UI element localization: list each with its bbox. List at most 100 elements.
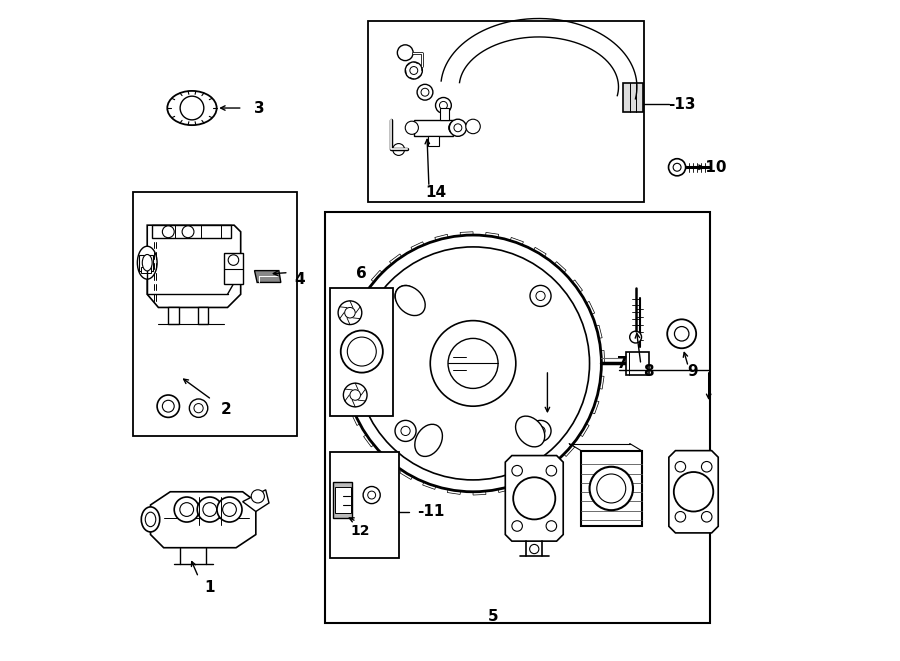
Bar	[140, 266, 150, 273]
Polygon shape	[400, 463, 417, 479]
Ellipse shape	[145, 512, 156, 527]
Bar	[139, 254, 153, 271]
Bar	[330, 288, 392, 416]
Circle shape	[530, 420, 551, 442]
Polygon shape	[150, 492, 256, 548]
Bar	[334, 482, 352, 518]
Bar	[440, 108, 449, 120]
Bar	[414, 120, 454, 136]
Circle shape	[341, 330, 382, 373]
Polygon shape	[485, 233, 499, 245]
Text: 3: 3	[254, 100, 265, 116]
Polygon shape	[148, 225, 240, 307]
Ellipse shape	[395, 286, 425, 315]
Bar	[198, 307, 209, 324]
Circle shape	[410, 67, 418, 75]
Circle shape	[202, 502, 217, 516]
Circle shape	[529, 545, 539, 554]
Circle shape	[400, 426, 410, 436]
Text: 14: 14	[425, 185, 446, 200]
Text: 6: 6	[356, 266, 367, 281]
Circle shape	[229, 254, 238, 265]
Polygon shape	[558, 440, 575, 457]
Circle shape	[546, 521, 556, 531]
Bar	[330, 452, 400, 558]
Circle shape	[405, 121, 418, 134]
Circle shape	[338, 301, 362, 325]
Polygon shape	[460, 232, 473, 243]
Polygon shape	[508, 237, 524, 252]
Ellipse shape	[142, 254, 152, 271]
Polygon shape	[580, 301, 595, 317]
Circle shape	[436, 97, 451, 113]
Circle shape	[175, 497, 199, 522]
Polygon shape	[505, 455, 563, 541]
Text: 5: 5	[488, 609, 498, 625]
Text: 9: 9	[687, 364, 698, 379]
Circle shape	[180, 96, 203, 120]
Circle shape	[675, 512, 686, 522]
Circle shape	[395, 286, 416, 307]
Polygon shape	[669, 451, 718, 533]
Polygon shape	[344, 387, 358, 402]
Bar	[325, 212, 710, 623]
Text: -13: -13	[669, 97, 696, 112]
Circle shape	[674, 472, 714, 512]
Text: 2: 2	[220, 402, 231, 417]
Text: 8: 8	[644, 364, 654, 379]
Circle shape	[222, 502, 237, 516]
Circle shape	[522, 424, 538, 440]
Polygon shape	[519, 470, 536, 485]
Polygon shape	[255, 270, 281, 282]
Circle shape	[395, 420, 416, 442]
Polygon shape	[351, 410, 367, 426]
Polygon shape	[589, 325, 602, 340]
Ellipse shape	[141, 507, 159, 532]
Circle shape	[217, 497, 242, 522]
Circle shape	[630, 331, 642, 343]
Ellipse shape	[167, 91, 217, 125]
Circle shape	[345, 235, 601, 492]
Circle shape	[449, 119, 466, 136]
Circle shape	[590, 467, 633, 510]
Polygon shape	[423, 475, 438, 489]
Circle shape	[182, 226, 194, 238]
Text: -11: -11	[418, 504, 445, 519]
Polygon shape	[342, 338, 355, 352]
Circle shape	[368, 491, 375, 499]
Polygon shape	[573, 420, 590, 436]
Text: -10: -10	[699, 160, 727, 175]
Circle shape	[197, 497, 222, 522]
Circle shape	[344, 383, 367, 407]
Circle shape	[530, 286, 551, 307]
Circle shape	[189, 399, 208, 417]
Text: 12: 12	[350, 524, 370, 538]
Polygon shape	[341, 364, 353, 376]
Polygon shape	[566, 280, 582, 297]
Bar	[581, 451, 642, 526]
Circle shape	[251, 490, 265, 503]
Polygon shape	[593, 350, 605, 364]
Polygon shape	[380, 449, 397, 465]
Polygon shape	[435, 234, 449, 248]
Circle shape	[356, 247, 590, 480]
Text: 1: 1	[204, 580, 215, 595]
Circle shape	[701, 461, 712, 472]
Bar	[428, 136, 439, 146]
Polygon shape	[540, 457, 556, 473]
Polygon shape	[347, 313, 362, 329]
Circle shape	[430, 321, 516, 407]
Circle shape	[347, 337, 376, 366]
Circle shape	[512, 465, 522, 476]
Circle shape	[546, 465, 556, 476]
Circle shape	[400, 292, 410, 301]
Circle shape	[158, 395, 179, 417]
Polygon shape	[584, 399, 599, 414]
Circle shape	[513, 477, 555, 520]
Circle shape	[162, 226, 175, 238]
Polygon shape	[473, 483, 486, 495]
Polygon shape	[447, 482, 461, 494]
Polygon shape	[372, 270, 388, 287]
Circle shape	[673, 163, 681, 171]
Circle shape	[674, 327, 688, 341]
